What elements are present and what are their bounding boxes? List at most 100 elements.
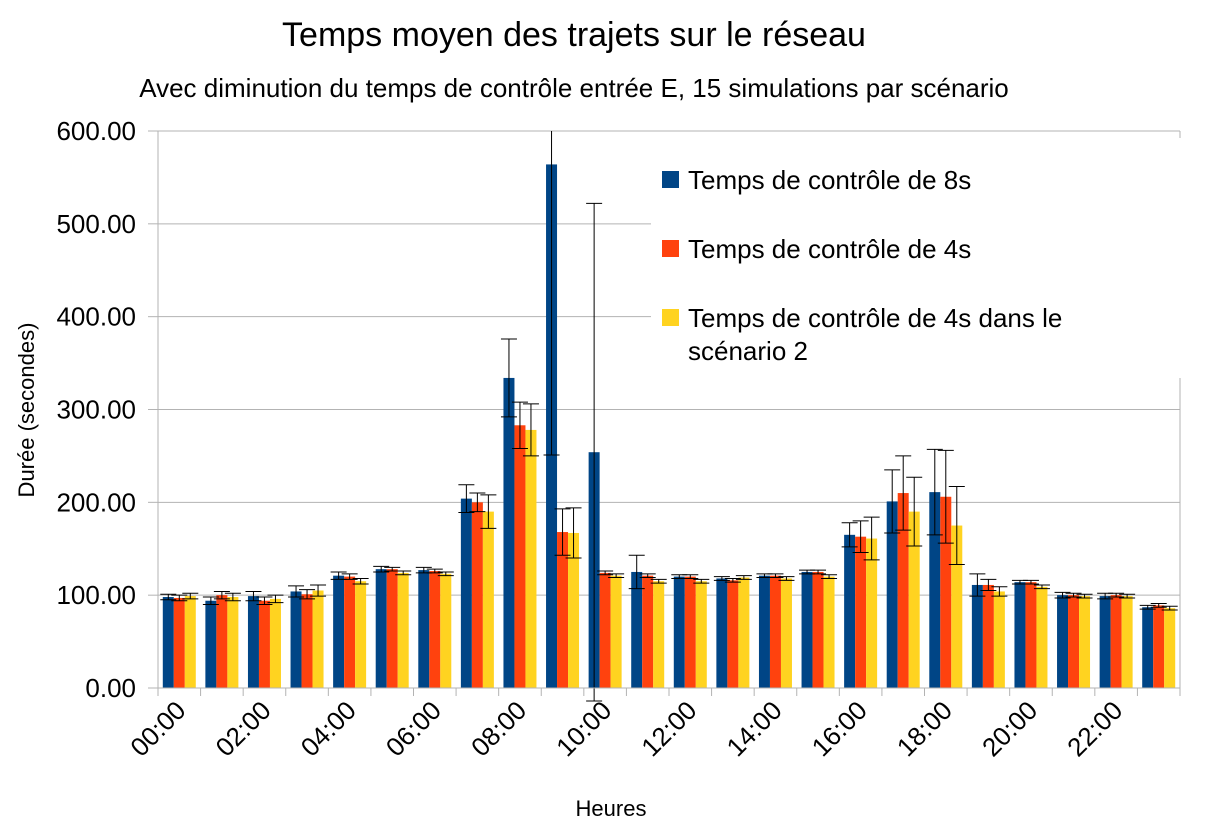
bar — [216, 595, 228, 688]
bar — [727, 580, 739, 688]
bar — [184, 596, 196, 688]
bar — [673, 576, 685, 688]
y-tick-label: 300.00 — [56, 395, 136, 425]
bar — [642, 575, 654, 688]
legend-swatch — [662, 309, 679, 326]
bar — [333, 575, 345, 688]
bar — [386, 569, 398, 688]
bar — [1110, 595, 1122, 688]
legend-label: Temps de contrôle de 4s — [688, 234, 971, 264]
bar — [1068, 595, 1080, 688]
bar — [769, 575, 781, 688]
legend-label: Temps de contrôle de 8s — [688, 165, 971, 195]
chart-subtitle: Avec diminution du temps de contrôle ent… — [139, 73, 1009, 103]
error-bars — [160, 131, 1178, 702]
y-tick-label: 100.00 — [56, 580, 136, 610]
bar — [1153, 605, 1165, 688]
y-tick-label: 600.00 — [56, 116, 136, 146]
bar — [1099, 596, 1111, 688]
bar — [557, 532, 569, 688]
bar — [290, 591, 302, 688]
x-tick-label: 16:00 — [806, 695, 873, 762]
bar — [1014, 582, 1026, 688]
legend-box — [651, 138, 1186, 378]
x-tick-label: 14:00 — [720, 695, 787, 762]
bar — [631, 571, 643, 688]
bar — [1121, 596, 1133, 688]
x-tick-label: 18:00 — [891, 695, 958, 762]
x-tick-label: 02:00 — [209, 695, 276, 762]
bar — [695, 581, 707, 688]
bar — [525, 429, 537, 688]
bar — [227, 597, 239, 688]
bar — [653, 581, 665, 688]
legend: Temps de contrôle de 8s Temps de contrôle… — [651, 138, 1186, 378]
bar — [397, 572, 409, 688]
x-tick-label: 08:00 — [465, 695, 532, 762]
bar — [162, 597, 174, 688]
bar — [269, 598, 281, 688]
bar — [312, 590, 324, 688]
bar — [951, 525, 963, 688]
x-tick-label: 12:00 — [635, 695, 702, 762]
legend-swatch — [662, 171, 679, 188]
bar — [1164, 608, 1176, 688]
y-tick-label: 400.00 — [56, 302, 136, 332]
legend-label: Temps de contrôle de 4s dans le scénario … — [688, 303, 1062, 366]
x-tick-label: 04:00 — [295, 695, 362, 762]
bar — [599, 572, 611, 688]
legend-swatch — [662, 240, 679, 257]
bar — [886, 501, 898, 688]
x-tick-label: 20:00 — [976, 695, 1043, 762]
bar — [247, 596, 259, 688]
bar — [258, 600, 270, 688]
bar — [344, 576, 356, 688]
bar — [971, 584, 983, 688]
y-tick-label: 0.00 — [85, 673, 136, 703]
bar — [418, 570, 430, 688]
bar — [716, 578, 728, 688]
bar — [375, 569, 387, 688]
x-tick-label: 00:00 — [124, 695, 191, 762]
bar — [429, 571, 441, 688]
bar — [855, 536, 867, 688]
bar — [355, 581, 367, 688]
x-tick-label: 22:00 — [1061, 695, 1128, 762]
bar — [1057, 595, 1069, 688]
bar — [929, 492, 941, 688]
bar — [993, 591, 1005, 688]
x-axis-label: Heures — [576, 796, 647, 821]
bar — [301, 594, 313, 688]
bar — [610, 575, 622, 688]
bar — [844, 534, 856, 688]
bar — [514, 425, 526, 688]
x-tick-label: 06:00 — [380, 695, 447, 762]
bar — [897, 493, 909, 688]
bar — [940, 496, 952, 688]
bar — [1142, 607, 1154, 688]
bar — [812, 571, 824, 688]
bar — [1036, 586, 1048, 688]
bar — [460, 498, 472, 688]
bar — [471, 502, 483, 688]
bar — [758, 575, 770, 688]
bar — [205, 600, 217, 688]
y-tick-label: 500.00 — [56, 209, 136, 239]
bar — [440, 573, 452, 688]
bar — [866, 538, 878, 688]
y-axis-label: Durée (secondes) — [14, 323, 39, 498]
bar — [982, 584, 994, 688]
x-tick-label: 10:00 — [550, 695, 617, 762]
bar — [1079, 596, 1091, 688]
bar — [482, 511, 494, 688]
chart-title: Temps moyen des trajets sur le réseau — [282, 16, 866, 54]
bar — [780, 578, 792, 688]
bar — [684, 576, 696, 688]
y-tick-label: 200.00 — [56, 487, 136, 517]
bar — [1025, 582, 1037, 688]
bar — [823, 576, 835, 688]
bar — [908, 511, 920, 688]
bar — [173, 597, 185, 688]
bar — [801, 571, 813, 688]
